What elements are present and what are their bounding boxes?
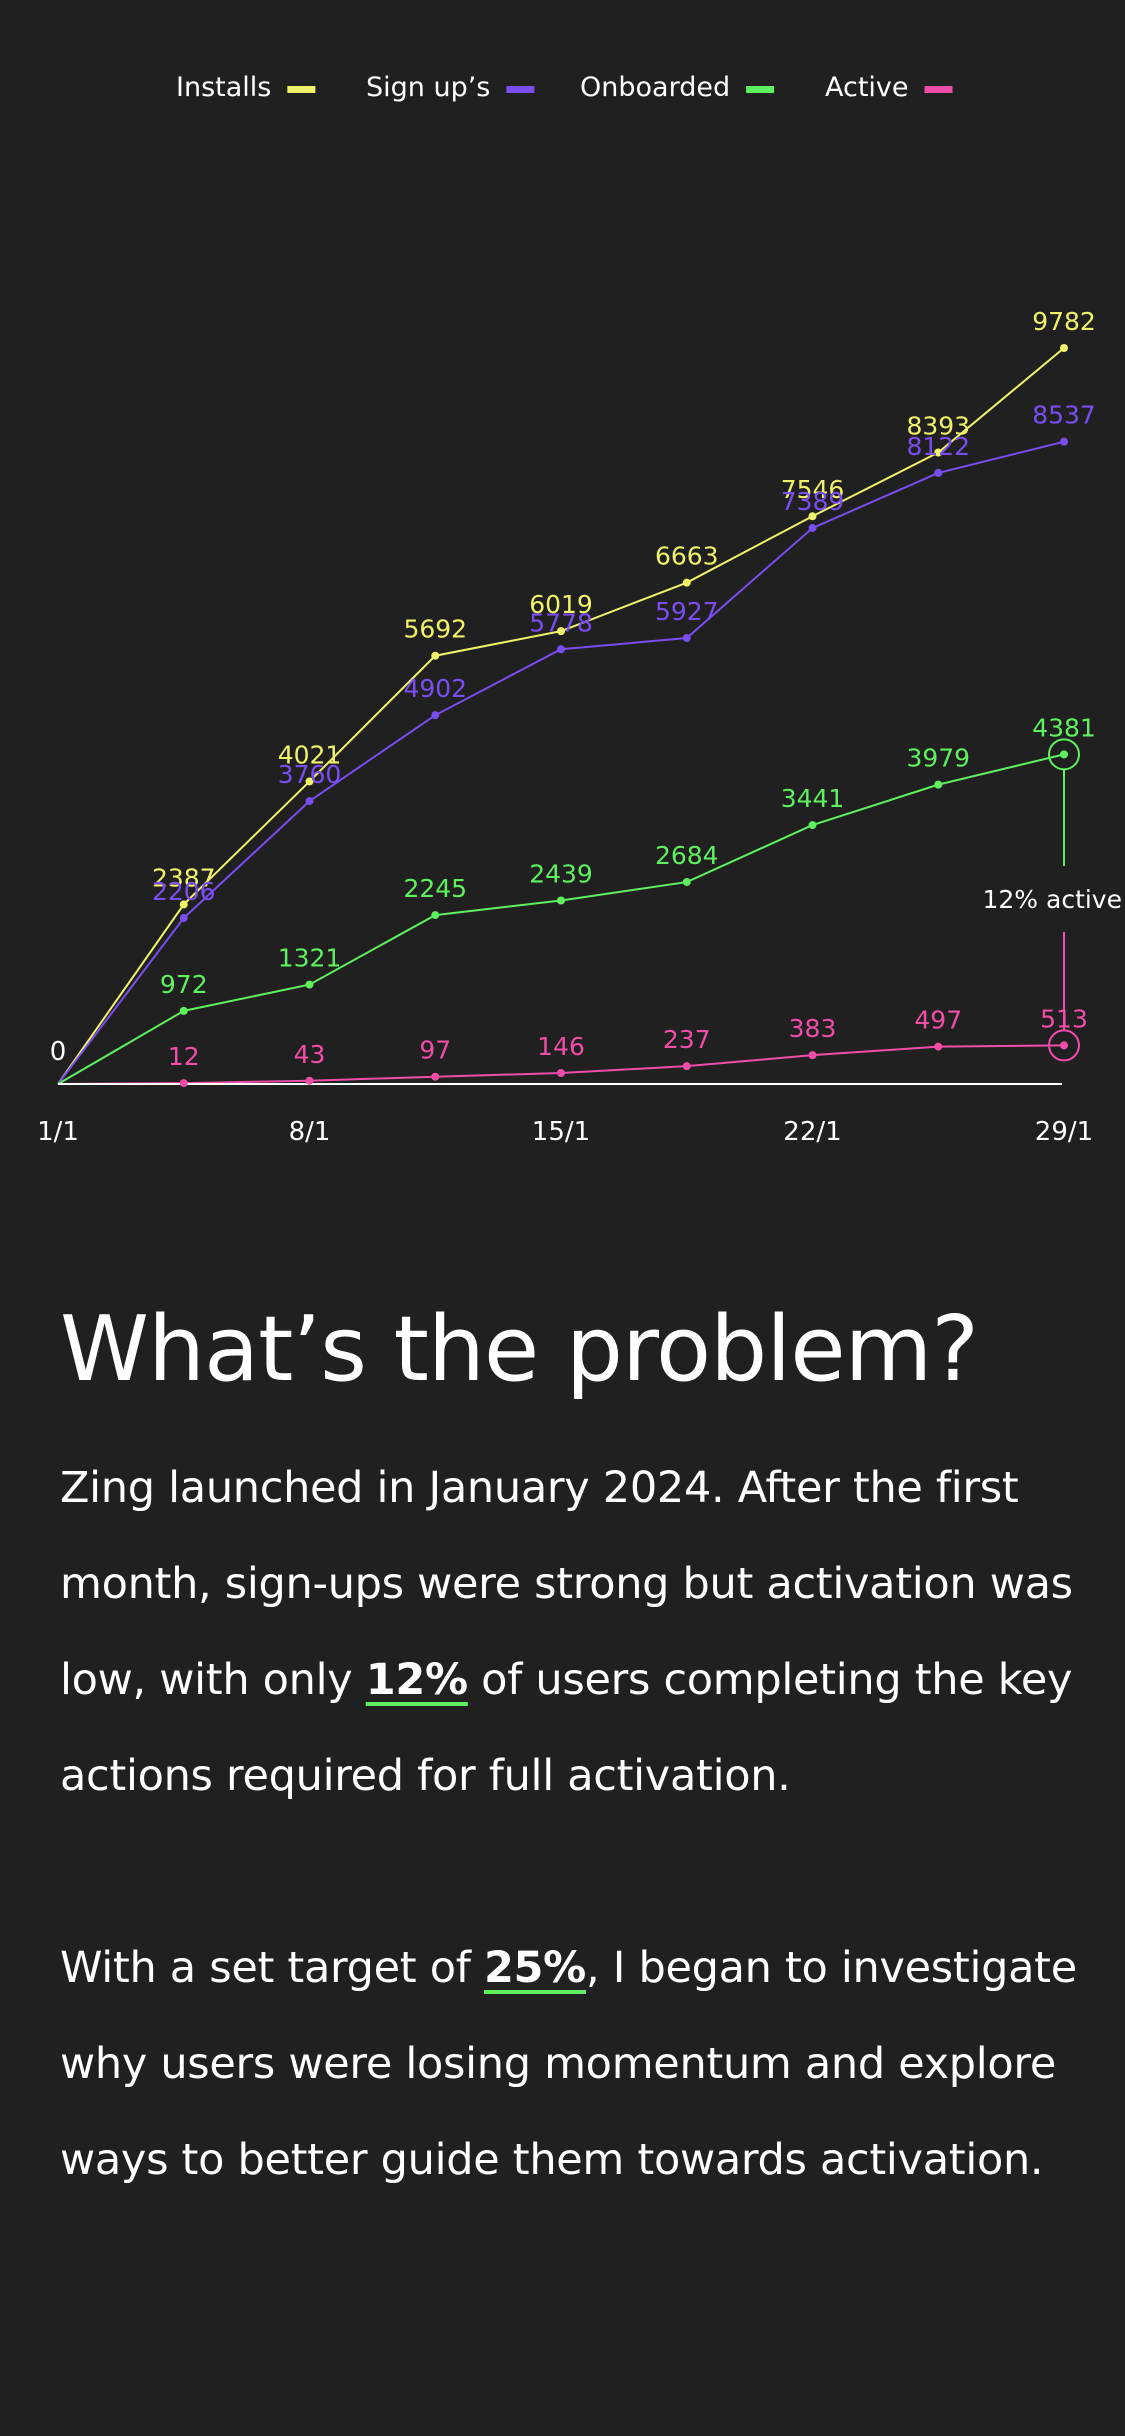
data-point-active xyxy=(305,1076,314,1085)
data-point-sign-up-s xyxy=(1060,437,1068,446)
data-point-active xyxy=(179,1079,188,1088)
data-label-active: 513 xyxy=(1040,1004,1088,1033)
data-point-onboarded xyxy=(557,896,565,905)
data-label-active: 43 xyxy=(294,1040,326,1069)
data-label-onboarded: 2684 xyxy=(655,841,719,870)
data-point-onboarded xyxy=(179,1006,188,1015)
data-label-installs: 7546 xyxy=(781,475,845,504)
data-point-active xyxy=(557,1069,565,1078)
data-point-installs xyxy=(808,512,817,521)
annotation-label: 12% active xyxy=(982,885,1122,914)
data-label-onboarded: 972 xyxy=(160,970,208,999)
data-label-onboarded: 3441 xyxy=(781,784,845,813)
data-point-active xyxy=(808,1051,817,1060)
data-label-installs: 6663 xyxy=(655,542,719,571)
x-tick-label: 22/1 xyxy=(783,1117,841,1147)
data-label-sign-up-s: 7389 xyxy=(781,487,845,516)
data-point-installs xyxy=(431,651,440,660)
problem-paragraph: Zing launched in January 2024. After the… xyxy=(60,1440,1080,1824)
chart-legend: Installs Sign up’s Onboarded Active xyxy=(176,72,953,103)
data-label-onboarded: 2245 xyxy=(403,874,467,903)
data-point-onboarded xyxy=(431,911,440,920)
activation-rate-highlight: 12% xyxy=(365,1655,468,1705)
paragraph-text: of users completing the key actions requ… xyxy=(60,1655,1073,1801)
data-label-sign-up-s: 8537 xyxy=(1032,401,1096,430)
data-label-active: 97 xyxy=(419,1036,451,1065)
legend-swatch-onboarded xyxy=(746,86,775,93)
section-heading: What’s the problem? xyxy=(60,1297,979,1402)
data-label-installs: 8393 xyxy=(906,412,970,441)
data-point-sign-up-s xyxy=(305,797,314,806)
data-point-sign-up-s xyxy=(179,914,188,923)
data-label-onboarded: 1321 xyxy=(278,944,342,973)
problem-section: What’s the problem? Zing launched in Jan… xyxy=(60,1300,1080,2208)
data-point-active xyxy=(1060,1041,1068,1050)
data-point-installs xyxy=(305,777,314,786)
legend-label-installs: Installs xyxy=(176,72,271,103)
data-label-sign-up-s: 8122 xyxy=(906,432,970,461)
data-label-active: 146 xyxy=(537,1032,585,1061)
data-labels: 2387 4021 5692 6019 6663 7546 8393 9782 2206 3760… xyxy=(152,307,1096,1071)
data-label-sign-up-s: 5778 xyxy=(529,608,593,637)
data-point-installs xyxy=(934,448,943,457)
data-point-onboarded xyxy=(808,821,817,830)
data-point-onboarded xyxy=(305,980,314,989)
x-tick-label: 1/1 xyxy=(37,1117,79,1147)
legend-swatch-installs xyxy=(287,86,316,93)
data-label-active: 237 xyxy=(663,1025,711,1054)
data-point-onboarded xyxy=(682,878,691,887)
data-label-sign-up-s: 2206 xyxy=(152,877,216,906)
data-point-sign-up-s xyxy=(934,468,943,477)
data-label-onboarded: 4381 xyxy=(1032,713,1096,742)
series-markers xyxy=(179,344,1068,1088)
data-point-onboarded xyxy=(1060,750,1068,759)
data-label-active: 497 xyxy=(914,1006,962,1035)
legend-swatch-active xyxy=(924,86,953,93)
data-point-active xyxy=(431,1072,440,1081)
data-point-active xyxy=(934,1042,943,1051)
data-point-active xyxy=(682,1062,691,1071)
data-point-sign-up-s xyxy=(557,645,565,654)
legend-label-active: Active xyxy=(825,72,909,103)
data-label-active: 383 xyxy=(789,1014,837,1043)
paragraph-text: Zing launched in January 2024. After the… xyxy=(60,1463,1073,1705)
data-point-installs xyxy=(557,627,565,636)
data-point-sign-up-s xyxy=(431,711,440,720)
baseline-label: 0 xyxy=(50,1037,67,1067)
target-rate-highlight: 25% xyxy=(483,1943,586,1993)
paragraph-text: With a set target of xyxy=(60,1943,484,1993)
legend-swatch-sign-up-s xyxy=(506,86,535,93)
paragraph-text: , I began to investigate why users were … xyxy=(60,1943,1077,2185)
x-tick-label: 8/1 xyxy=(289,1117,331,1147)
legend-label-sign-up-s: Sign up’s xyxy=(366,72,490,103)
data-label-sign-up-s: 5927 xyxy=(655,597,719,626)
data-label-active: 12 xyxy=(168,1042,200,1071)
data-label-installs: 4021 xyxy=(278,740,342,769)
x-tick-labels: 1/1 8/1 15/1 22/1 29/1 xyxy=(37,1117,1093,1147)
data-point-sign-up-s xyxy=(808,524,817,533)
data-point-installs xyxy=(179,900,188,909)
data-label-sign-up-s: 4902 xyxy=(403,674,467,703)
data-point-onboarded xyxy=(934,780,943,789)
data-point-installs xyxy=(1060,344,1068,352)
data-label-onboarded: 3979 xyxy=(906,744,970,773)
data-label-installs: 2387 xyxy=(152,863,216,892)
data-label-installs: 6019 xyxy=(529,590,593,619)
data-point-installs xyxy=(682,578,691,587)
target-paragraph: With a set target of 25%, I began to inv… xyxy=(60,1920,1080,2208)
data-label-sign-up-s: 3760 xyxy=(278,760,342,789)
data-point-sign-up-s xyxy=(682,634,691,643)
growth-line-chart: Installs Sign up’s Onboarded Active 12% act… xyxy=(37,72,1122,1147)
x-tick-label: 15/1 xyxy=(532,1117,590,1147)
x-tick-label: 29/1 xyxy=(1035,1117,1093,1147)
data-label-onboarded: 2439 xyxy=(529,859,593,888)
data-label-installs: 5692 xyxy=(403,615,467,644)
legend-label-onboarded: Onboarded xyxy=(580,72,730,103)
data-label-installs: 9782 xyxy=(1032,307,1096,336)
active-annotation: 12% active xyxy=(982,738,1122,1062)
